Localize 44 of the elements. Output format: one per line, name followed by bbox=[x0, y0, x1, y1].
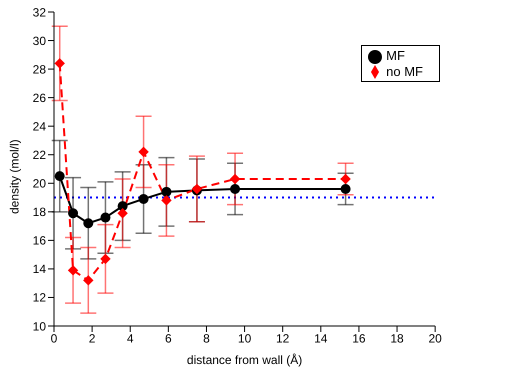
point bbox=[340, 174, 351, 184]
point bbox=[100, 212, 110, 223]
x-tick-label: 6 bbox=[165, 332, 172, 346]
y-tick-label: 22 bbox=[32, 148, 46, 162]
x-tick-label: 12 bbox=[276, 332, 290, 346]
x-tick-label: 8 bbox=[203, 332, 210, 346]
point bbox=[138, 194, 149, 204]
y-tick-label: 24 bbox=[32, 119, 46, 134]
point bbox=[230, 184, 240, 194]
point bbox=[138, 146, 149, 157]
x-tick-label: 4 bbox=[126, 332, 134, 346]
y-tick-label: 18 bbox=[32, 205, 46, 220]
point bbox=[161, 186, 172, 197]
y-tick-label: 20 bbox=[32, 176, 46, 191]
legend-label: no MF bbox=[386, 64, 423, 79]
x-tick-label: 0 bbox=[50, 332, 58, 346]
x-tick-label: 20 bbox=[428, 332, 442, 346]
y-tick-label: 10 bbox=[32, 319, 46, 334]
x-tick-label: 14 bbox=[314, 332, 328, 346]
point bbox=[54, 171, 65, 182]
point bbox=[83, 275, 94, 286]
point bbox=[230, 174, 240, 184]
x-tick-label: 10 bbox=[238, 332, 252, 346]
point bbox=[54, 58, 65, 68]
x-axis-title: distance from wall (Å) bbox=[186, 353, 302, 367]
y-tick-label: 14 bbox=[32, 262, 46, 276]
y-tick-label: 16 bbox=[32, 234, 46, 248]
point bbox=[68, 265, 78, 276]
y-tick-label: 12 bbox=[32, 290, 46, 305]
y-tick-label: 32 bbox=[32, 5, 46, 20]
x-tick-label: 18 bbox=[390, 332, 404, 346]
point bbox=[118, 208, 128, 218]
point bbox=[100, 254, 110, 264]
y-tick-label: 26 bbox=[32, 90, 46, 105]
y-axis-title: density (mol/l) bbox=[7, 139, 22, 214]
point bbox=[83, 218, 94, 228]
y-tick-label: 28 bbox=[32, 62, 46, 76]
x-tick-label: 2 bbox=[88, 332, 96, 346]
point bbox=[161, 195, 172, 206]
legend-label: MF bbox=[386, 48, 405, 63]
y-tick-label: 30 bbox=[32, 34, 46, 48]
point bbox=[68, 208, 78, 218]
x-tick-label: 16 bbox=[352, 332, 366, 346]
point bbox=[340, 184, 351, 194]
